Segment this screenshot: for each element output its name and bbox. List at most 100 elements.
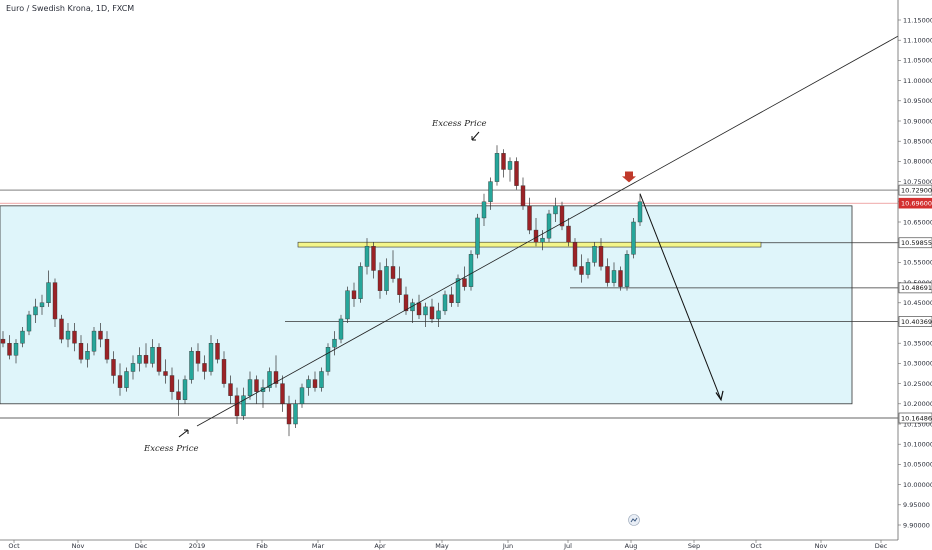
candle-body (572, 241, 578, 267)
x-tick-label: Feb (256, 542, 268, 550)
candle-body (403, 294, 409, 312)
candle-body (208, 343, 214, 372)
price-level-label-box (898, 316, 932, 327)
candle-body (371, 246, 376, 271)
annotation-arrow-icon (471, 131, 480, 141)
y-tick-label: 10.80000 (903, 158, 932, 166)
price-level-label: 10.16486 (901, 414, 932, 422)
candle-body (124, 371, 129, 388)
candle-body (319, 371, 324, 388)
candle-body (46, 282, 51, 304)
candle-body (455, 278, 461, 303)
candle-body (598, 246, 604, 267)
y-tick-label: 10.85000 (903, 138, 932, 146)
candle-body (215, 343, 220, 360)
projection-arrowhead-icon (715, 390, 724, 402)
candle-body (0, 338, 6, 344)
candle-body (273, 371, 279, 384)
candle-body (39, 302, 45, 308)
annotation-excess-price-bottom: Excess Price (143, 444, 199, 454)
x-tick-label: Oct (750, 542, 762, 550)
y-tick-label: 10.95000 (903, 97, 932, 105)
candle-body (20, 330, 25, 344)
price-level-label-box (898, 412, 932, 424)
candle-body (111, 359, 116, 376)
candle-body (546, 213, 552, 239)
price-level-label: 10.72900 (901, 186, 932, 194)
candle-body (566, 225, 571, 243)
candle-body (7, 343, 12, 356)
candle-body (377, 270, 383, 291)
candle-body (481, 201, 487, 219)
y-tick-label: 10.45000 (903, 299, 932, 307)
candle-body (176, 391, 181, 400)
candle-body (59, 318, 64, 340)
candle-body (221, 359, 227, 384)
candle-body (143, 355, 149, 364)
y-tick-label: 10.25000 (903, 380, 932, 388)
candle-body (241, 395, 246, 417)
candle-body (423, 306, 428, 316)
candle-body (494, 153, 500, 182)
candle-body (436, 310, 441, 320)
candle-body (527, 205, 532, 231)
x-tick-label: May (435, 542, 449, 550)
candle-body (26, 314, 32, 332)
candle-body (449, 294, 454, 304)
price-level-label: 10.69600 (901, 199, 932, 207)
y-tick-label: 10.90000 (903, 117, 932, 125)
candle-body (280, 383, 285, 405)
candle-body (13, 343, 19, 356)
candle-body (624, 254, 630, 287)
y-tick-label: 10.35000 (903, 340, 932, 348)
annotation-excess-price-top: Excess Price (431, 119, 487, 129)
candle-body (254, 379, 259, 392)
candle-body (33, 306, 38, 316)
candle-body (267, 371, 272, 388)
y-tick-label: 10.55000 (903, 259, 932, 267)
candle-body (533, 229, 539, 243)
price-level-label-box (898, 282, 932, 294)
candle-body (514, 161, 519, 186)
candle-body (585, 262, 591, 275)
candle-body (540, 237, 545, 243)
candle-body (163, 371, 168, 376)
y-tick-label: 9.90000 (903, 521, 930, 529)
candle-body (358, 266, 363, 299)
annotation-arrow-icon (178, 429, 189, 438)
candle-body (52, 282, 58, 320)
support-highlight-band (297, 241, 762, 248)
candle-body (202, 363, 207, 372)
candle-body (117, 375, 123, 388)
candle-body (137, 355, 142, 364)
candle-body (611, 270, 617, 283)
x-tick-label: Aug (625, 542, 638, 550)
candle-body (72, 330, 77, 344)
y-tick-label: 10.30000 (903, 360, 932, 368)
candle-body (182, 379, 188, 400)
price-level-label-box (898, 237, 932, 249)
candle-body (195, 351, 201, 364)
candle-body (605, 266, 610, 283)
candle-body (488, 181, 493, 203)
price-level-label-box (898, 197, 932, 209)
x-tick-label: Mar (312, 542, 325, 550)
y-tick-label: 10.20000 (903, 400, 932, 408)
candle-body (631, 221, 636, 255)
candle-body (234, 395, 240, 417)
y-tick-label: 10.15000 (903, 420, 932, 428)
candle-body (507, 161, 513, 170)
candle-body (91, 330, 97, 352)
x-tick-label: Dec (875, 542, 888, 550)
candle-body (325, 347, 331, 372)
price-level-label: 10.48691 (901, 284, 932, 292)
price-level-label: 10.40369 (901, 318, 932, 326)
y-tick-label: 10.00000 (903, 481, 932, 489)
tradingview-logo-icon (628, 514, 640, 526)
y-tick-label: 10.05000 (903, 461, 932, 469)
price-level-label-box (898, 184, 932, 196)
x-tick-label: Jun (502, 542, 513, 550)
x-tick-label: 2019 (189, 542, 206, 550)
projection-arrow-line (639, 193, 722, 400)
